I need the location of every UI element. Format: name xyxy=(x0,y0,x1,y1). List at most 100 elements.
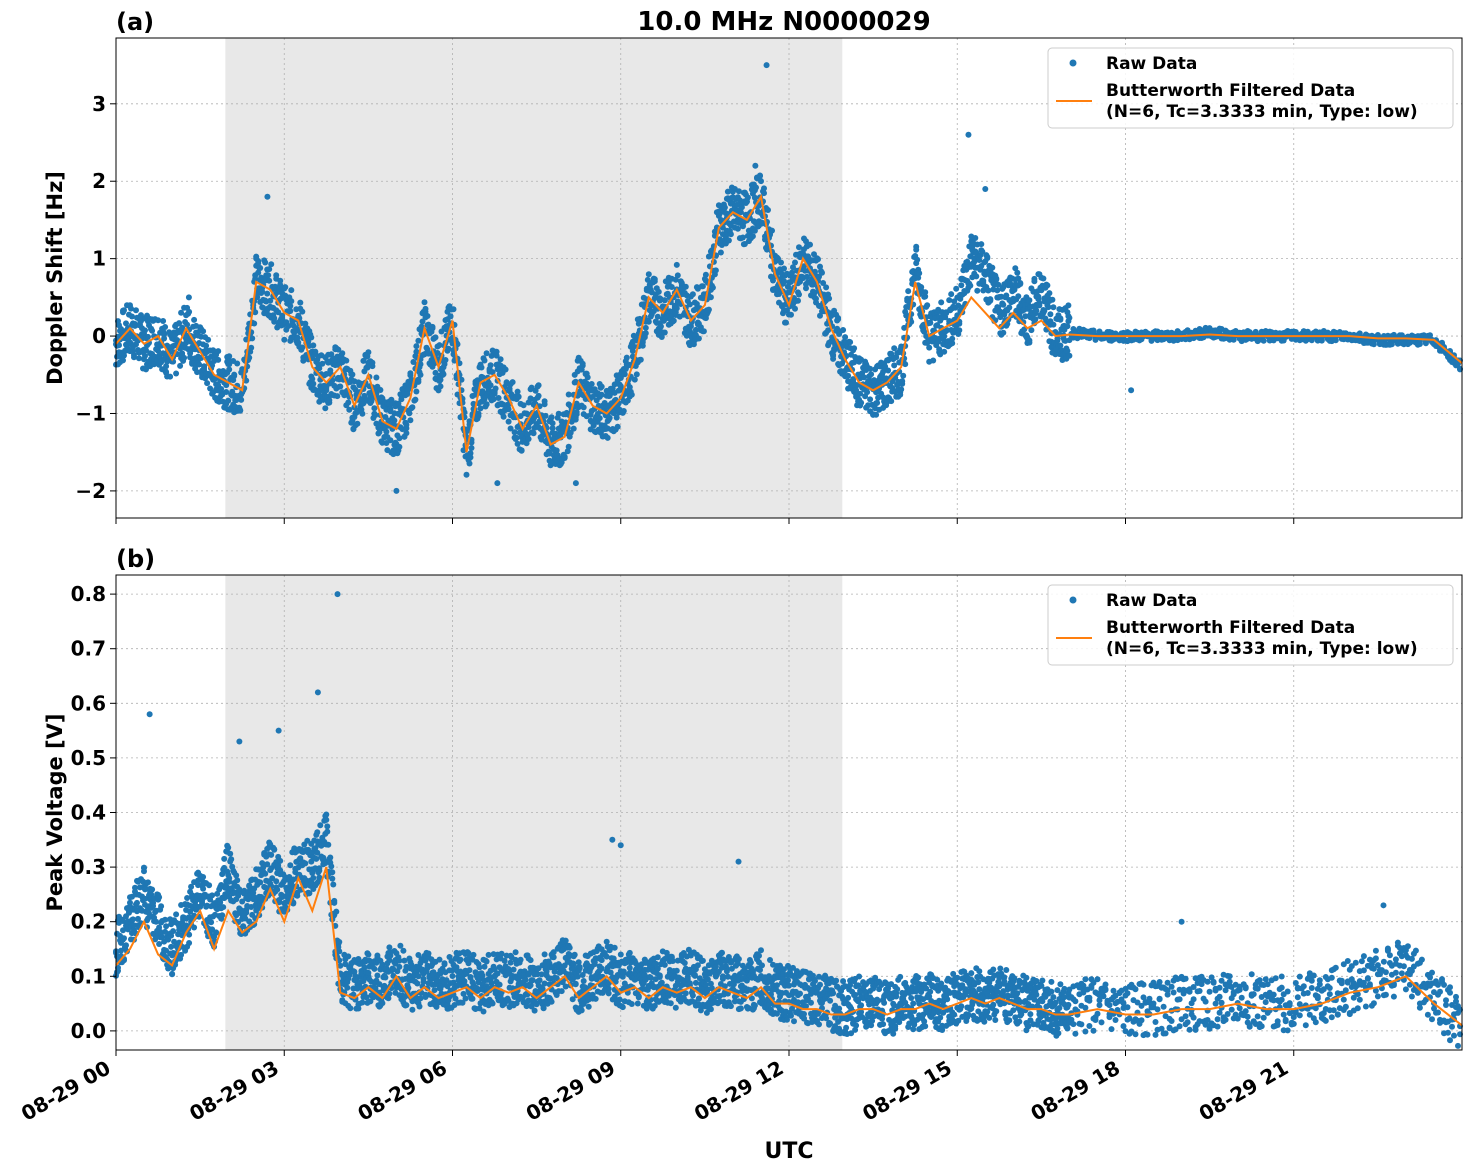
raw-data-point xyxy=(604,434,611,441)
raw-data-point xyxy=(359,410,366,417)
raw-data-point xyxy=(417,361,424,368)
raw-data-point xyxy=(1416,341,1423,347)
raw-data-point xyxy=(864,389,871,396)
raw-data-point xyxy=(215,356,222,363)
raw-data-point xyxy=(541,401,548,408)
raw-data-point xyxy=(695,335,702,342)
raw-data-point xyxy=(707,294,714,301)
raw-data-point xyxy=(823,284,830,291)
raw-data-point xyxy=(631,376,638,383)
raw-data-point xyxy=(404,391,411,397)
raw-data-point xyxy=(689,291,696,298)
raw-data-point xyxy=(184,321,191,328)
raw-data-point xyxy=(320,854,327,861)
raw-data-point xyxy=(432,334,439,341)
raw-data-point xyxy=(661,329,668,336)
raw-data-point xyxy=(513,434,520,441)
raw-data-point xyxy=(170,928,177,935)
raw-data-point xyxy=(463,471,470,478)
raw-data-point xyxy=(489,1000,496,1007)
legend-filtered-label: Butterworth Filtered Data xyxy=(1106,81,1355,101)
raw-data-point xyxy=(201,364,208,371)
raw-data-point xyxy=(915,274,922,281)
raw-data-point xyxy=(129,313,135,320)
raw-data-point xyxy=(162,324,169,330)
raw-data-point xyxy=(761,190,767,197)
raw-data-point xyxy=(128,305,134,312)
raw-data-point xyxy=(757,172,763,179)
raw-data-point xyxy=(891,362,898,369)
raw-data-point xyxy=(123,320,129,327)
raw-data-point xyxy=(738,204,745,211)
raw-data-point xyxy=(169,971,176,978)
raw-data-point xyxy=(941,348,948,355)
raw-data-point xyxy=(580,978,587,984)
raw-data-point xyxy=(820,280,827,286)
raw-data-point xyxy=(673,305,680,312)
raw-data-point xyxy=(505,406,512,413)
raw-data-point xyxy=(699,283,706,290)
raw-data-point xyxy=(858,399,865,406)
raw-data-point xyxy=(360,357,367,364)
raw-data-point xyxy=(867,396,874,403)
raw-data-point xyxy=(468,445,475,451)
raw-data-point xyxy=(721,204,728,211)
raw-data-point xyxy=(918,284,925,291)
raw-data-point xyxy=(208,919,215,926)
raw-data-point xyxy=(403,421,410,428)
raw-data-point xyxy=(555,410,562,417)
raw-data-point xyxy=(365,951,372,958)
raw-data-point xyxy=(373,374,380,381)
raw-data-point xyxy=(1049,296,1056,303)
raw-data-point xyxy=(916,270,923,277)
raw-data-outlier xyxy=(763,62,770,69)
raw-data-point xyxy=(709,284,716,291)
raw-data-point xyxy=(194,369,201,376)
raw-data-point xyxy=(734,225,741,232)
raw-data-point xyxy=(529,977,536,984)
raw-data-point xyxy=(131,354,137,361)
raw-data-point xyxy=(803,285,809,292)
raw-data-point xyxy=(225,844,232,851)
raw-data-point xyxy=(972,235,979,241)
raw-data-point xyxy=(562,937,569,944)
raw-data-point xyxy=(979,248,986,255)
raw-data-point xyxy=(447,313,454,320)
raw-data-point xyxy=(407,417,414,424)
raw-data-point xyxy=(596,415,603,422)
raw-data-point xyxy=(588,381,595,387)
raw-data-point xyxy=(469,995,476,1002)
raw-data-point xyxy=(861,374,868,381)
raw-data-point xyxy=(842,334,849,341)
raw-data-point xyxy=(478,364,485,371)
raw-data-point xyxy=(382,974,389,981)
raw-data-point xyxy=(277,277,284,284)
raw-data-outlier xyxy=(752,162,759,169)
raw-data-point xyxy=(888,398,895,405)
raw-data-point xyxy=(657,323,664,330)
raw-data-outlier xyxy=(264,193,271,200)
raw-data-point xyxy=(397,942,404,949)
raw-data-point xyxy=(336,948,343,955)
raw-data-point xyxy=(598,391,605,398)
raw-data-point xyxy=(262,259,269,266)
raw-data-point xyxy=(948,291,955,298)
panel-label: (a) xyxy=(116,8,154,36)
raw-data-point xyxy=(511,429,518,436)
raw-data-point xyxy=(813,295,819,302)
raw-data-point xyxy=(414,980,421,987)
raw-data-point xyxy=(302,860,309,867)
raw-data-point xyxy=(121,307,127,314)
raw-data-point xyxy=(121,935,127,942)
raw-data-point xyxy=(310,875,317,881)
raw-data-point xyxy=(460,447,467,454)
raw-data-point xyxy=(257,879,264,886)
raw-data-point xyxy=(973,273,980,280)
raw-data-point xyxy=(735,188,742,195)
raw-data-point xyxy=(226,353,233,360)
raw-data-point xyxy=(215,348,222,355)
raw-data-point xyxy=(163,363,170,370)
raw-data-point xyxy=(156,894,163,901)
raw-data-point xyxy=(396,963,403,970)
